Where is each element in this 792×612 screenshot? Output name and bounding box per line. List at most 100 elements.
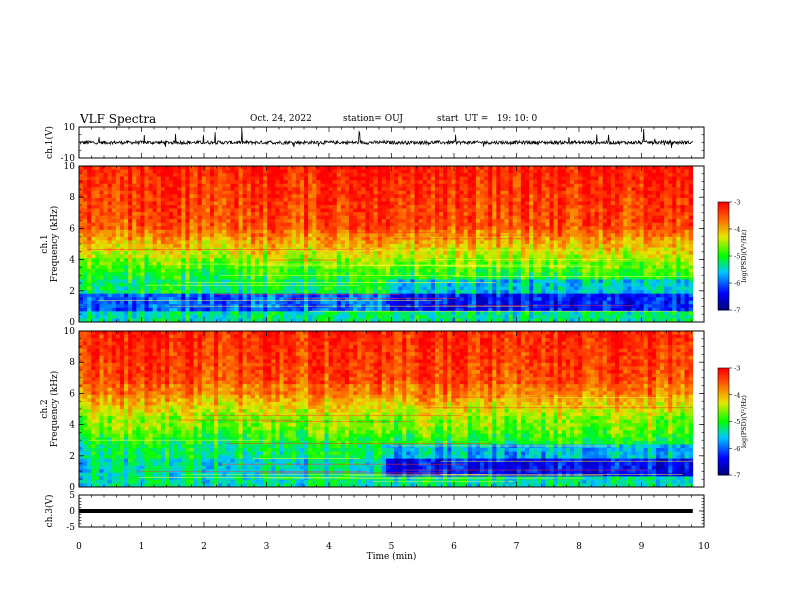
- ch1-spec-cell: [152, 194, 158, 199]
- ch1-spec-cell: [459, 261, 465, 266]
- ch1-spec-cell: [459, 244, 465, 248]
- ch1-spec-cell: [434, 222, 440, 227]
- ch1-spec-cell: [205, 272, 211, 277]
- ch1-spec-cell: [250, 194, 256, 199]
- ch1-spec-cell: [365, 233, 370, 238]
- ch1-spec-cell: [389, 275, 395, 280]
- ch1-spec-cell: [672, 219, 677, 224]
- ch1-spec-cell: [377, 205, 383, 209]
- ch1-spec-cell: [471, 226, 477, 231]
- ch1-spec-cell: [647, 244, 653, 248]
- ch1-spec-cell: [197, 169, 203, 174]
- ch1-spec-cell: [169, 190, 174, 195]
- ch1-spec-cell: [545, 247, 550, 252]
- ch1-spec-cell: [643, 265, 649, 270]
- ch1-spec-cell: [655, 254, 661, 259]
- ch1-spec-cell: [136, 244, 141, 248]
- ch1-spec-cell: [660, 275, 665, 280]
- ch1-spec-cell: [537, 205, 542, 209]
- ch1-spec-cell: [406, 205, 411, 209]
- ch1-spec-cell: [250, 258, 256, 263]
- ch1-spec-cell: [230, 240, 235, 245]
- ch1-spec-cell: [680, 212, 685, 217]
- ch1-spec-cell: [218, 236, 223, 241]
- ch1-spec-cell: [426, 265, 432, 270]
- ch1-spec-cell: [594, 258, 600, 263]
- ch1-spec-cell: [312, 169, 317, 174]
- ch1-spec-cell: [610, 258, 616, 263]
- ch1-spec-cell: [299, 173, 305, 178]
- ch1-spec-cell: [291, 176, 297, 181]
- ch1-spec-cell: [496, 205, 501, 209]
- ch1-spec-cell: [144, 233, 149, 238]
- ch1-spec-cell: [324, 244, 329, 248]
- ch1-spec-cell: [205, 201, 211, 206]
- ch1-spec-cell: [516, 244, 522, 248]
- ch1-spec-cell: [402, 166, 407, 170]
- ch1-spec-cell: [529, 261, 534, 266]
- ch1-spec-cell: [267, 229, 272, 234]
- ch1-spec-cell: [242, 201, 248, 206]
- ch1-spec-cell: [144, 183, 149, 188]
- ch1-spec-cell: [177, 205, 182, 209]
- ch1-spec-cell: [410, 201, 415, 206]
- ch1-spec-cell: [684, 208, 690, 213]
- ch1-spec-cell: [144, 180, 149, 185]
- ch1-spec-cell: [455, 205, 460, 209]
- ch1-spec-cell: [349, 251, 354, 256]
- ch1-spec-cell: [328, 268, 334, 273]
- ch1-spec-cell: [643, 169, 649, 174]
- ch1-spec-cell: [250, 254, 256, 259]
- ch1-spec-cell: [570, 208, 575, 213]
- ch1-spec-cell: [214, 229, 219, 234]
- ch1-spec-cell: [492, 169, 497, 174]
- ch1-spec-cell: [99, 197, 104, 202]
- ch1-spec-cell: [238, 197, 244, 202]
- ch1-spec-cell: [377, 201, 383, 206]
- ch1-spec-cell: [615, 176, 620, 181]
- ch1-spec-cell: [422, 268, 428, 273]
- ch1-spec-cell: [422, 176, 428, 181]
- ch1-spec-cell: [590, 183, 595, 188]
- ch1-spec-cell: [655, 240, 661, 245]
- ch1-spec-cell: [132, 205, 137, 209]
- ch1-spec-cell: [672, 229, 677, 234]
- ch1-spec-cell: [598, 258, 604, 263]
- ch1-spec-cell: [602, 265, 608, 270]
- ch1-spec-cell: [169, 197, 174, 202]
- ch1-spec-cell: [124, 229, 129, 234]
- ch1-spec-cell: [218, 194, 223, 199]
- ch1-spec-cell: [259, 240, 264, 245]
- ch1-spec-cell: [238, 219, 244, 224]
- ch1-spec-cell: [365, 236, 370, 241]
- ch1-spec-cell: [418, 265, 424, 270]
- ch1-spec-cell: [582, 215, 587, 220]
- ch1-spec-cell: [418, 215, 424, 220]
- ch1-spec-cell: [340, 208, 346, 213]
- ch1-spec-cell: [504, 258, 510, 263]
- ch1-spec-cell: [668, 229, 673, 234]
- ch1-spec-cell: [79, 244, 84, 248]
- ch1-spec-cell: [541, 190, 546, 195]
- ch1-spec-cell: [471, 180, 477, 185]
- ch1-spec-cell: [344, 244, 350, 248]
- ch1-spec-cell: [651, 222, 657, 227]
- ch1-spec-cell: [156, 244, 162, 248]
- ch1-spec-cell: [578, 240, 583, 245]
- ch1-spec-cell: [553, 166, 559, 170]
- ch1-spec-cell: [512, 173, 518, 178]
- ch1-spec-cell: [381, 180, 387, 185]
- ch1-spec-cell: [602, 240, 608, 245]
- ch1-spec-cell: [422, 254, 428, 259]
- ch1-spec-cell: [246, 205, 252, 209]
- ch1-spec-cell: [238, 258, 244, 263]
- ch1-spec-cell: [623, 272, 628, 277]
- ch1-spec-cell: [369, 268, 374, 273]
- ch1-spec-cell: [156, 215, 162, 220]
- ch1-spec-cell: [422, 272, 428, 277]
- ch1-spec-cell: [655, 215, 661, 220]
- ch1-spec-cell: [615, 190, 620, 195]
- ch1-spec-cell: [434, 254, 440, 259]
- ch1-spec-cell: [385, 176, 391, 181]
- ch1-spec-cell: [328, 236, 334, 241]
